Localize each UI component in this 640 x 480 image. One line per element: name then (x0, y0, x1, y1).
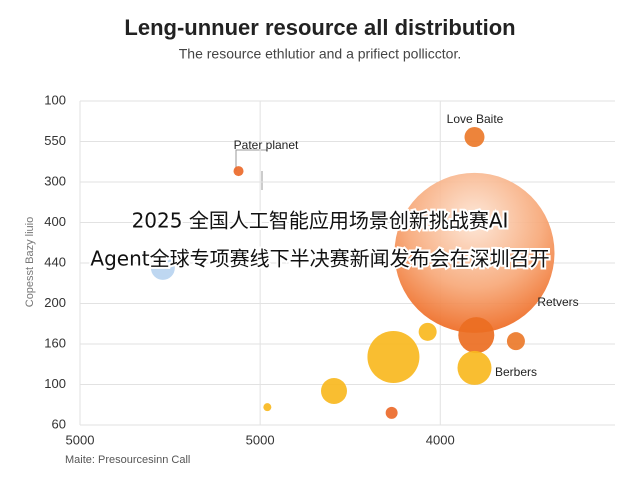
bubble (320, 377, 347, 404)
y-tick-label: 440 (44, 254, 66, 269)
bubble (367, 330, 420, 383)
overlay-caption: 2025 全国人工智能应用场景创新挑战赛AI (132, 209, 509, 233)
y-tick-label: 160 (44, 335, 66, 350)
y-tick-label: 300 (44, 173, 66, 188)
y-tick-label: 200 (44, 295, 66, 310)
x-tick-label: 4000 (426, 432, 455, 447)
annotation: Love Baite (447, 112, 504, 126)
bubble (263, 403, 272, 412)
bubble (458, 317, 495, 354)
chart-subtitle: The resource ethlutior and a prifiect po… (179, 46, 461, 62)
y-tick-label: 100 (44, 376, 66, 391)
bubble (506, 332, 525, 351)
x-tick-label: 5000 (246, 432, 275, 447)
y-tick-label: 60 (52, 416, 66, 431)
bubble (394, 172, 555, 333)
bubble (457, 350, 492, 385)
annotation: Pater planet (234, 138, 299, 152)
y-tick-label: 100 (44, 92, 66, 107)
y-axis-label: Copesst Bazy liuio (24, 217, 36, 308)
annotation: Retvers (537, 295, 578, 309)
overlay-caption: Agent全球专项赛线下半决赛新闻发布会在深圳召开 (90, 247, 549, 271)
y-tick-label: 400 (44, 214, 66, 229)
annotation-bracket (235, 149, 267, 190)
chart-title: Leng-unnuer resource all distribution (124, 15, 515, 40)
x-axis-label: Maite: Presourcesinn Call (65, 454, 190, 466)
y-tick-label: 550 (44, 133, 66, 148)
bubble (233, 166, 244, 177)
bubble (150, 255, 175, 280)
annotation: Berbers (495, 365, 537, 379)
x-tick-label: 5000 (66, 432, 95, 447)
bubble (418, 322, 437, 341)
bubble (385, 406, 398, 419)
bubble (464, 127, 485, 148)
